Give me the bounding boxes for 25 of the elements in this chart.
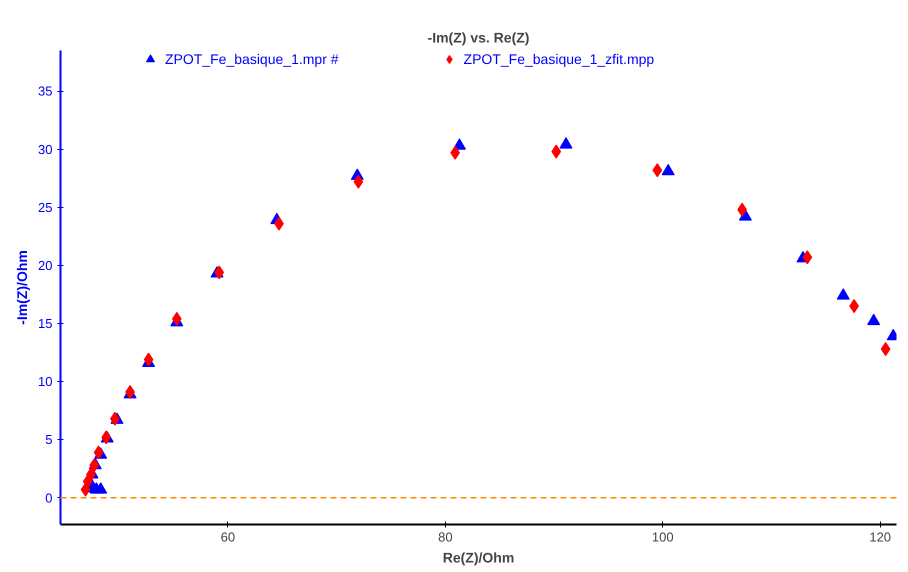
y-tick-label: 15 <box>38 316 53 332</box>
point <box>867 314 880 326</box>
y-tick-label: 5 <box>45 432 53 448</box>
x-tick-label: 80 <box>438 530 453 544</box>
point <box>214 265 224 280</box>
x-tick-label: 120 <box>869 530 892 544</box>
chart-title: -Im(Z) vs. Re(Z) <box>428 30 530 46</box>
point <box>560 137 573 149</box>
y-tick-label: 20 <box>38 258 53 273</box>
point <box>836 288 850 300</box>
y-tick-label: 10 <box>38 374 53 390</box>
y-tick-label: 35 <box>38 84 53 99</box>
y-tick-label: 25 <box>38 200 53 215</box>
legend-label: ZPOT_Fe_basique_1_zfit.mpp <box>464 51 654 67</box>
x-axis-title: Re(Z)/Ohm <box>442 550 514 566</box>
x-tick-label: 100 <box>652 530 674 544</box>
point <box>551 144 562 159</box>
point <box>89 458 100 472</box>
y-tick-label: 30 <box>38 142 53 157</box>
y-tick-label: 0 <box>45 490 53 506</box>
x-tick-label: 60 <box>220 530 236 544</box>
point <box>662 164 675 176</box>
y-axis-title: -Im(Z)/Ohm <box>14 250 30 325</box>
legend-label: ZPOT_Fe_basique_1.mpr # <box>165 51 339 67</box>
point <box>172 312 182 326</box>
